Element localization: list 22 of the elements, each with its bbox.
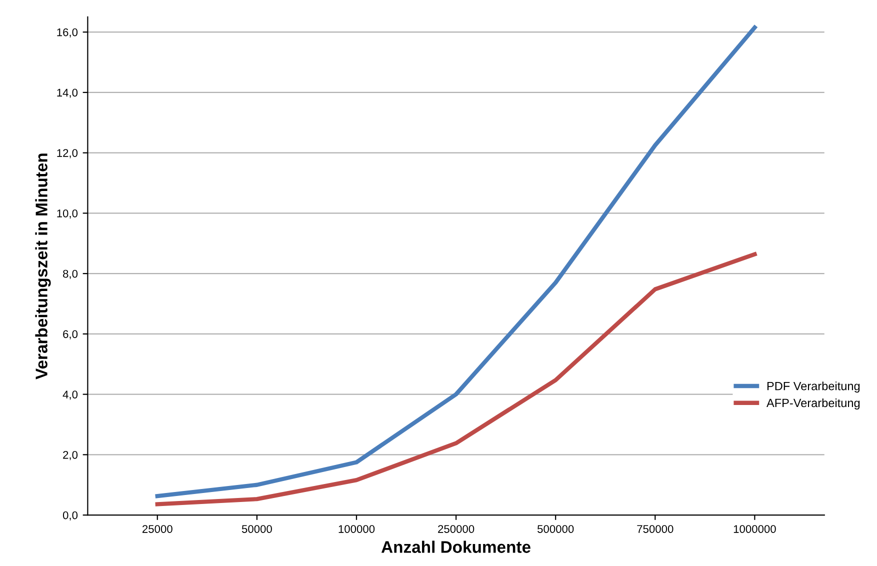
- y-tick-label: 16,0: [57, 28, 78, 38]
- y-tick-label: 12,0: [57, 149, 78, 158]
- legend-label: AFP-Verarbeitung: [766, 398, 860, 410]
- legend-label: PDF Verarbeitung: [767, 382, 860, 393]
- y-axis-title: Verarbeitungszeit in Minuten: [35, 154, 51, 380]
- line-series: [155, 25, 757, 498]
- y-tick-label: 6,0: [63, 330, 78, 340]
- x-axis-title: Anzahl Dokumente: [381, 540, 530, 553]
- y-tick-label: 4,0: [62, 390, 78, 400]
- x-tick-label: 50000: [242, 525, 272, 533]
- x-tick-label: 250000: [438, 525, 474, 533]
- y-tick-label: 10,0: [57, 209, 78, 219]
- y-tick-label: 2,0: [63, 450, 78, 460]
- x-tick-label: 1000000: [734, 525, 776, 533]
- line-series: [155, 252, 757, 506]
- y-tick-label: 14,0: [57, 88, 78, 98]
- y-tick-label: 8,0: [63, 270, 78, 280]
- x-tick-label: 500000: [538, 525, 574, 533]
- x-tick-label: 100000: [338, 525, 375, 533]
- x-tick-label: 25000: [142, 525, 172, 533]
- x-tick-label: 750000: [637, 525, 674, 533]
- y-tick-label: 0,0: [62, 511, 78, 521]
